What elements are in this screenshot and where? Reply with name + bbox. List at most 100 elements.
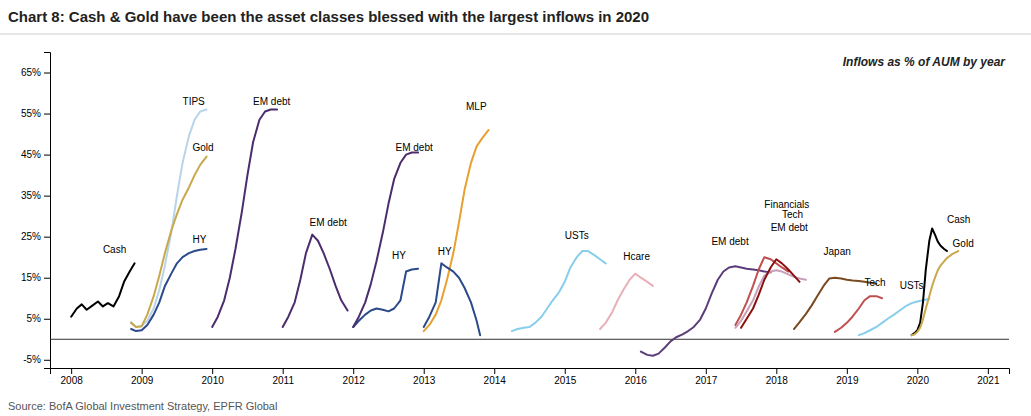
series-line [424,130,489,331]
plot: 2008 2009 2010 2011 2012 2013 2014 2015 2016 2017… [21,53,1010,387]
series-line [512,251,606,331]
annotation: USTs [900,280,924,291]
y-tick: 15% [21,272,50,283]
x-tick: 2015 [554,368,577,386]
y-tick-mark [44,319,50,320]
series-line [353,269,418,327]
x-tick-label: 2021 [977,375,1000,386]
y-tick-label: 35% [21,190,41,201]
y-tick: 45% [21,149,50,160]
x-tick-label: 2013 [413,375,436,386]
subtitle: Inflows as % of AUM by year [843,55,1007,69]
annotation: Gold [953,238,974,249]
x-tick: 2014 [484,368,507,386]
annotation: TIPS [183,96,206,107]
series-line [353,153,418,327]
y-tick: 5% [27,313,50,324]
series-line [131,157,206,327]
y-tick: -5% [23,354,50,365]
annotation: Tech [864,277,885,288]
source: Source: BofA Global Investment Strategy,… [8,400,277,412]
y-tick-mark [44,237,50,238]
annotation: EM debt [396,142,433,153]
annotation: Cash [947,214,970,225]
x-tick: 2016 [625,368,648,386]
annotation: Cash [103,244,126,255]
x-tick: 2020 [907,368,930,386]
x-tick: 2008 [61,368,84,386]
series-line [912,251,959,335]
x-tick: 2011 [272,368,294,386]
title-rule [0,34,1031,35]
marks [50,109,1009,355]
series-line [741,259,800,328]
x-axis: 2008 2009 2010 2011 2012 2013 2014 2015 2016 2017… [51,368,1010,386]
annotation: Gold [192,142,213,153]
x-tick-label: 2012 [343,375,366,386]
y-tick: 55% [21,108,50,119]
x-tick: 2021 [977,368,1000,386]
y-tick-mark [44,155,50,156]
x-tick-mark [283,368,284,374]
x-tick: 2017 [695,368,718,386]
y-tick-label: 15% [21,272,41,283]
x-tick-label: 2008 [61,375,84,386]
y-axis-line [44,53,51,369]
annotation: HY [392,250,406,261]
x-tick-mark [706,368,707,374]
annotation: USTs [565,230,589,241]
x-tick-label: 2010 [202,375,225,386]
x-tick-label: 2017 [695,375,718,386]
x-tick-mark [988,368,989,374]
x-tick-label: 2019 [836,375,859,386]
x-tick-mark [71,368,72,374]
annotation: MLP [466,101,487,112]
series-line [131,249,206,331]
annotation: EM debt [771,222,808,233]
title: Chart 8: Cash & Gold have been the asset… [8,8,649,25]
x-tick-mark [635,368,636,374]
series-line [212,109,277,327]
y-tick-mark [44,114,50,115]
y-axis: -5% 5% 15% 25% 35% 45% 55% 65% [21,53,51,369]
x-tick-mark [565,368,566,374]
series-line [835,296,882,332]
x-tick: 2019 [836,368,859,386]
x-tick-label: 2011 [272,375,294,386]
x-tick: 2018 [766,368,789,386]
x-tick: 2013 [413,368,436,386]
y-tick-label: -5% [23,354,41,365]
series-line [283,235,348,327]
y-tick-label: 25% [21,231,41,242]
x-tick-label: 2009 [131,375,154,386]
x-tick: 2009 [131,368,154,386]
x-tick-mark [776,368,777,374]
x-tick-mark [142,368,143,374]
x-tick-mark [917,368,918,374]
annotation: EM debt [711,236,748,247]
y-tick-label: 55% [21,108,41,119]
x-tick-mark [212,368,213,374]
annotation: HY [192,234,206,245]
x-tick: 2010 [202,368,225,386]
x-tick-mark [424,368,425,374]
y-tick-mark [44,196,50,197]
annotation: Tech [782,209,803,220]
y-tick-mark [44,360,50,361]
y-tick: 35% [21,190,50,201]
y-tick-label: 45% [21,149,41,160]
annotation: Hcare [623,251,650,262]
x-tick-label: 2014 [484,375,507,386]
y-tick: 25% [21,231,50,242]
x-tick-mark [494,368,495,374]
annotation: EM debt [253,96,290,107]
x-tick-label: 2015 [554,375,577,386]
x-tick-label: 2018 [766,375,789,386]
series-line [424,263,480,335]
series-line [71,263,134,316]
y-tick: 65% [21,67,50,78]
y-tick-label: 65% [21,67,41,78]
series-line [735,257,788,325]
annotation: EM debt [309,217,346,228]
x-tick: 2012 [343,368,366,386]
